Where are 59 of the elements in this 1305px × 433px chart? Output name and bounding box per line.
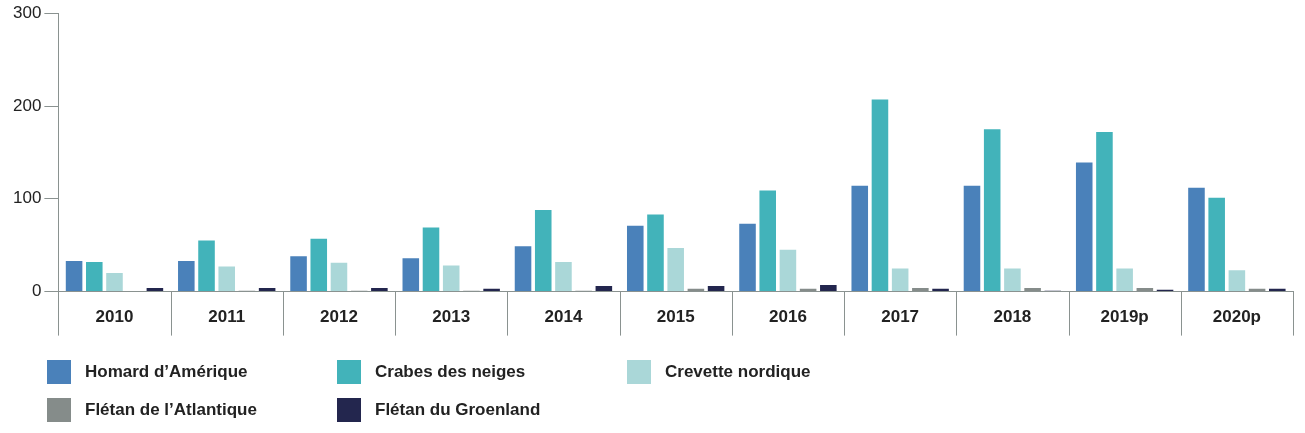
- bar: [330, 262, 348, 292]
- bar: [983, 129, 1001, 292]
- x-tick-label: 2013: [432, 307, 471, 327]
- x-tick-label: 2014: [544, 307, 583, 327]
- x-tick-label: 2016: [769, 307, 807, 327]
- legend-label: Flétan du Groenland: [375, 400, 541, 420]
- x-tick-label: 2011: [208, 307, 246, 327]
- bar: [667, 247, 684, 292]
- bar: [739, 223, 756, 292]
- bar: [1188, 187, 1205, 292]
- x-tick-label: 2020p: [1212, 307, 1261, 327]
- bar: [820, 285, 837, 292]
- bar: [178, 260, 195, 292]
- bar: [1228, 270, 1246, 292]
- bar: [146, 287, 164, 292]
- bar: [1208, 197, 1225, 292]
- y-tick-label: 300: [12, 2, 42, 22]
- bar: [198, 240, 215, 292]
- legend-label: Crabes des neiges: [375, 362, 526, 382]
- bar: [779, 249, 797, 292]
- x-tick-label: 2019p: [1100, 307, 1149, 327]
- bar: [759, 190, 776, 292]
- bar: [626, 225, 644, 292]
- bar: [290, 256, 307, 292]
- x-tick-label: 2012: [320, 307, 358, 327]
- bar: [258, 287, 276, 292]
- legend-label: Homard d’Amérique: [85, 362, 248, 382]
- x-tick-label: 2010: [95, 307, 134, 327]
- bar: [442, 265, 460, 292]
- bar: [963, 185, 981, 292]
- bar: [106, 273, 123, 292]
- bar: [707, 286, 725, 292]
- bar: [1075, 162, 1093, 292]
- bar: [65, 260, 83, 292]
- legend-label: Crevette nordique: [665, 362, 811, 382]
- legend-label: Flétan de l’Atlantique: [85, 400, 257, 420]
- bar: [1116, 268, 1133, 292]
- y-tick-label: 200: [12, 95, 42, 115]
- bar: [422, 227, 440, 292]
- y-tick-label: 0: [31, 281, 42, 301]
- bar: [595, 286, 613, 292]
- bar: [310, 238, 328, 292]
- bar: [371, 287, 388, 292]
- x-tick-label: 2018: [993, 307, 1032, 327]
- bar: [891, 268, 909, 292]
- x-tick-label: 2015: [656, 307, 695, 327]
- bar: [86, 261, 103, 292]
- bar: [534, 209, 552, 292]
- bar: [555, 261, 572, 292]
- bar: [1096, 131, 1113, 292]
- bar: [851, 185, 869, 292]
- bar: [871, 99, 889, 292]
- bar: [1004, 268, 1021, 292]
- bar: [514, 246, 532, 292]
- bar: [218, 266, 236, 292]
- y-tick-label: 100: [12, 188, 42, 208]
- bar: [402, 258, 420, 292]
- bar: [647, 214, 664, 292]
- x-tick-label: 2017: [881, 307, 920, 327]
